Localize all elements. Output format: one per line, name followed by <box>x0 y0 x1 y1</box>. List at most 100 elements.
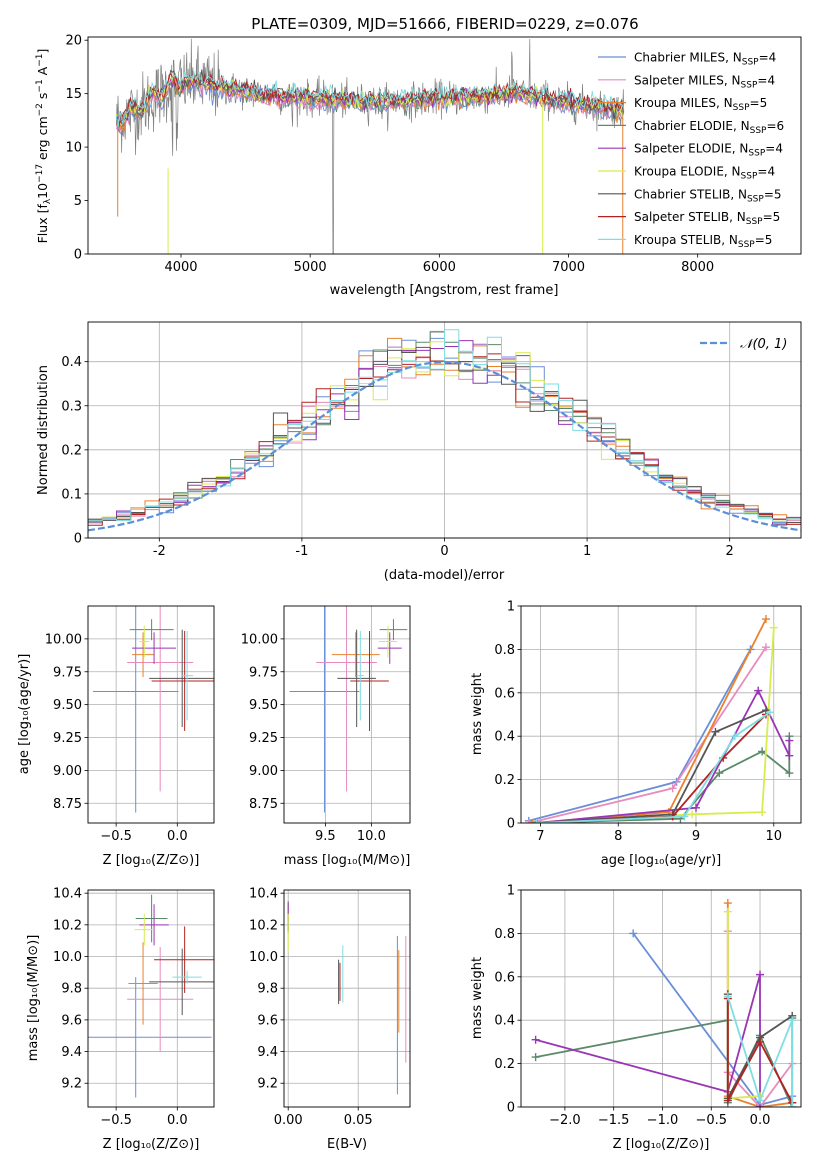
series-marker <box>531 1035 540 1044</box>
x-axis-label: E(B-V) <box>327 1137 367 1152</box>
y-tick-label: 10.00 <box>241 632 278 647</box>
y-tick-label: 0.2 <box>494 773 515 788</box>
y-axis-label: mass weight <box>470 957 485 1039</box>
y-tick-label: 15 <box>65 87 82 102</box>
figure-title: PLATE=0309, MJD=51666, FIBERID=0229, z=0… <box>251 15 638 33</box>
axes-frame <box>520 889 802 1108</box>
series-line <box>536 736 791 823</box>
series-marker <box>788 1103 797 1107</box>
panel-spectrum: 4000 5000 6000 7000 8000 0 5 10 15 20 Chabrier MIL… <box>35 34 802 298</box>
legend-label: Kroupa ELODIE, NSSP=4 <box>634 165 775 182</box>
series-marker <box>785 751 794 760</box>
y-tick-label: 9.6 <box>61 1013 82 1028</box>
y-tick-label: 10.0 <box>53 950 82 965</box>
y-tick-label: 10.2 <box>249 918 278 933</box>
x-tick-label: 9.5 <box>315 829 336 844</box>
x-tick-label: 0.0 <box>167 829 188 844</box>
panel-weight_vs_Z: −2.0 −1.5 −1.0 −0.5 0.0 0 0.2 0.4 0.6 0.8 1 Z [log₁… <box>470 884 802 1152</box>
legend-label: Salpeter STELIB, NSSP=5 <box>634 210 780 227</box>
y-axis-label: age [log₁₀(age/yr)] <box>17 654 32 775</box>
x-tick-label: 6000 <box>423 260 456 275</box>
series-marker <box>715 769 724 778</box>
series-marker <box>688 810 697 819</box>
x-tick-label: 8 <box>614 829 622 844</box>
plot-area-residuals <box>88 329 801 538</box>
series-line <box>528 646 767 823</box>
series-line <box>535 1018 794 1107</box>
series-marker <box>765 708 774 717</box>
x-tick-label: 7000 <box>552 260 585 275</box>
panel-weight_vs_age: 7 8 9 10 0 0.2 0.4 0.6 0.8 1 age [log₁₀(age/yr)] ma… <box>470 600 802 868</box>
series-marker <box>680 812 689 821</box>
y-tick-label: 0 <box>507 817 515 832</box>
series-line <box>536 711 771 823</box>
x-axis-label: Z [log₁₀(Z/Z⊙)] <box>103 1137 200 1152</box>
y-tick-label: 9.2 <box>257 1077 278 1092</box>
y-tick-label: 9.6 <box>257 1013 278 1028</box>
legend-label: Kroupa STELIB, NSSP=5 <box>634 233 772 250</box>
y-tick-label: 8.75 <box>249 797 278 812</box>
series-marker <box>629 929 638 938</box>
x-tick-label: 10 <box>766 829 783 844</box>
series-marker <box>758 747 767 756</box>
series-marker <box>762 615 770 624</box>
y-tick-label: 0.3 <box>61 399 82 414</box>
series-marker <box>723 1096 732 1105</box>
y-axis-label: mass [log₁₀(M/M⊙)] <box>26 935 41 1062</box>
x-tick-label: 7 <box>536 829 544 844</box>
normal-curve <box>88 360 801 532</box>
x-tick-label: -1 <box>295 544 308 559</box>
x-axis-label: Z [log₁₀(Z/Z⊙)] <box>613 1137 710 1152</box>
y-tick-label: 0 <box>74 532 82 547</box>
series-marker <box>524 819 533 823</box>
x-tick-label: 10.0 <box>357 829 386 844</box>
series-marker <box>532 819 541 823</box>
x-tick-label: 0.05 <box>344 1113 373 1128</box>
y-tick-label: 10.2 <box>53 918 82 933</box>
axes-frame <box>87 889 215 1108</box>
y-tick-label: 10.0 <box>249 950 278 965</box>
y-axis-label: mass weight <box>470 673 485 755</box>
series-marker <box>723 992 732 1001</box>
plot-area-age_vs_mass <box>289 606 408 813</box>
y-tick-label: 0.6 <box>494 686 515 701</box>
panel-age_vs_Z: −0.5 0.0 8.75 9.00 9.25 9.50 9.75 10.00 Z [log₁₀… <box>17 605 215 868</box>
y-tick-label: 9.75 <box>53 665 82 680</box>
plot-area-mass_vs_ebv <box>287 901 407 1095</box>
y-tick-label: 0.1 <box>61 487 82 502</box>
y-tick-label: 10.4 <box>249 887 278 902</box>
series-marker <box>758 808 767 817</box>
histogram-series <box>88 329 801 538</box>
x-axis-label: (data-model)/error <box>384 568 505 583</box>
series-marker <box>711 727 720 736</box>
axes-frame <box>87 321 802 539</box>
y-tick-label: 9.8 <box>257 982 278 997</box>
plot-area-age_vs_Z <box>92 606 214 813</box>
axes-frame <box>87 36 802 255</box>
y-tick-label: 0.4 <box>494 1014 515 1029</box>
y-tick-label: 0.4 <box>61 355 82 370</box>
series-marker <box>668 784 677 793</box>
x-tick-label: -2 <box>153 544 166 559</box>
y-tick-label: 1 <box>507 884 515 899</box>
x-tick-label: −0.5 <box>695 1113 727 1128</box>
y-axis-label: Flux [fλ10−17 erg cm−2 s−1 A−1] <box>35 49 53 244</box>
y-tick-label: 9.00 <box>53 764 82 779</box>
panel-mass_vs_Z: −0.5 0.0 9.2 9.4 9.6 9.8 10.0 10.2 10.4 Z [log₁₀(… <box>26 887 215 1152</box>
legend-label: Salpeter MILES, NSSP=4 <box>634 73 775 90</box>
series-marker <box>756 1037 765 1046</box>
x-tick-label: −1.5 <box>598 1113 630 1128</box>
y-axis-label: Normed distribution <box>36 365 51 495</box>
x-tick-label: 0 <box>440 544 448 559</box>
plot-area-spectrum <box>115 38 625 254</box>
series-marker <box>531 1053 540 1062</box>
y-tick-label: 9.4 <box>61 1045 82 1060</box>
series-line <box>536 627 775 823</box>
x-tick-label: −0.5 <box>100 829 132 844</box>
axes-frame <box>520 605 802 824</box>
series-line <box>528 648 752 822</box>
y-tick-label: 1 <box>507 600 515 615</box>
y-tick-label: 9.50 <box>249 698 278 713</box>
series-marker <box>769 623 778 632</box>
panel-residuals: -2 -1 0 1 2 0 0.1 0.2 0.3 0.4 𝒩(0, 1) (data-model)/… <box>36 321 802 583</box>
